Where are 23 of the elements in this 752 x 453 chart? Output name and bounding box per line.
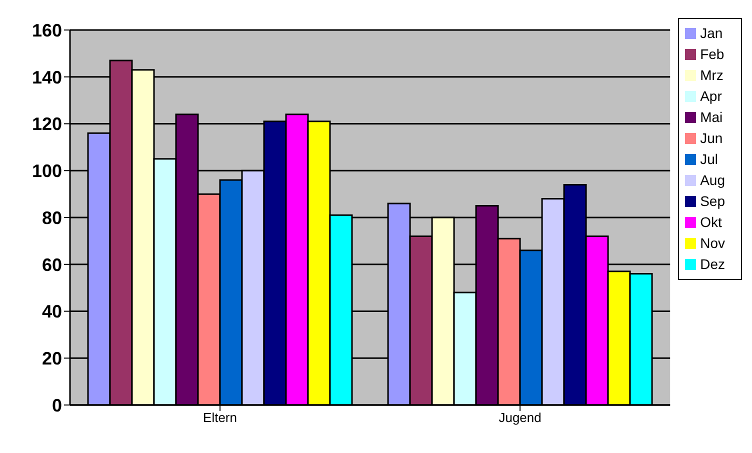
y-tick-label: 60 [42,254,62,275]
legend-label: Sep [700,193,725,209]
y-tick-label: 20 [42,348,62,369]
legend-label: Jan [700,25,723,41]
x-tick-label: Eltern [203,410,238,426]
y-tick-label: 100 [32,161,62,182]
legend-label: Dez [700,256,725,272]
y-tick-label: 160 [32,20,62,40]
y-tick-label: 0 [52,395,62,416]
y-tick-label: 40 [42,302,62,322]
y-tick-label: 80 [42,208,62,228]
legend-label: Okt [700,214,722,230]
y-tick-label: 120 [32,114,62,134]
legend-label: Nov [700,235,725,251]
legend-label: Apr [700,88,722,104]
y-tick-label: 140 [32,67,62,88]
legend-label: Feb [700,46,724,62]
x-tick-label: Jugend [498,410,542,426]
legend-label: Jun [700,130,723,146]
legend-label: Mrz [700,67,724,83]
legend-label: Mai [700,109,723,125]
legend-label: Aug [700,172,725,188]
legend-label: Jul [700,151,718,167]
